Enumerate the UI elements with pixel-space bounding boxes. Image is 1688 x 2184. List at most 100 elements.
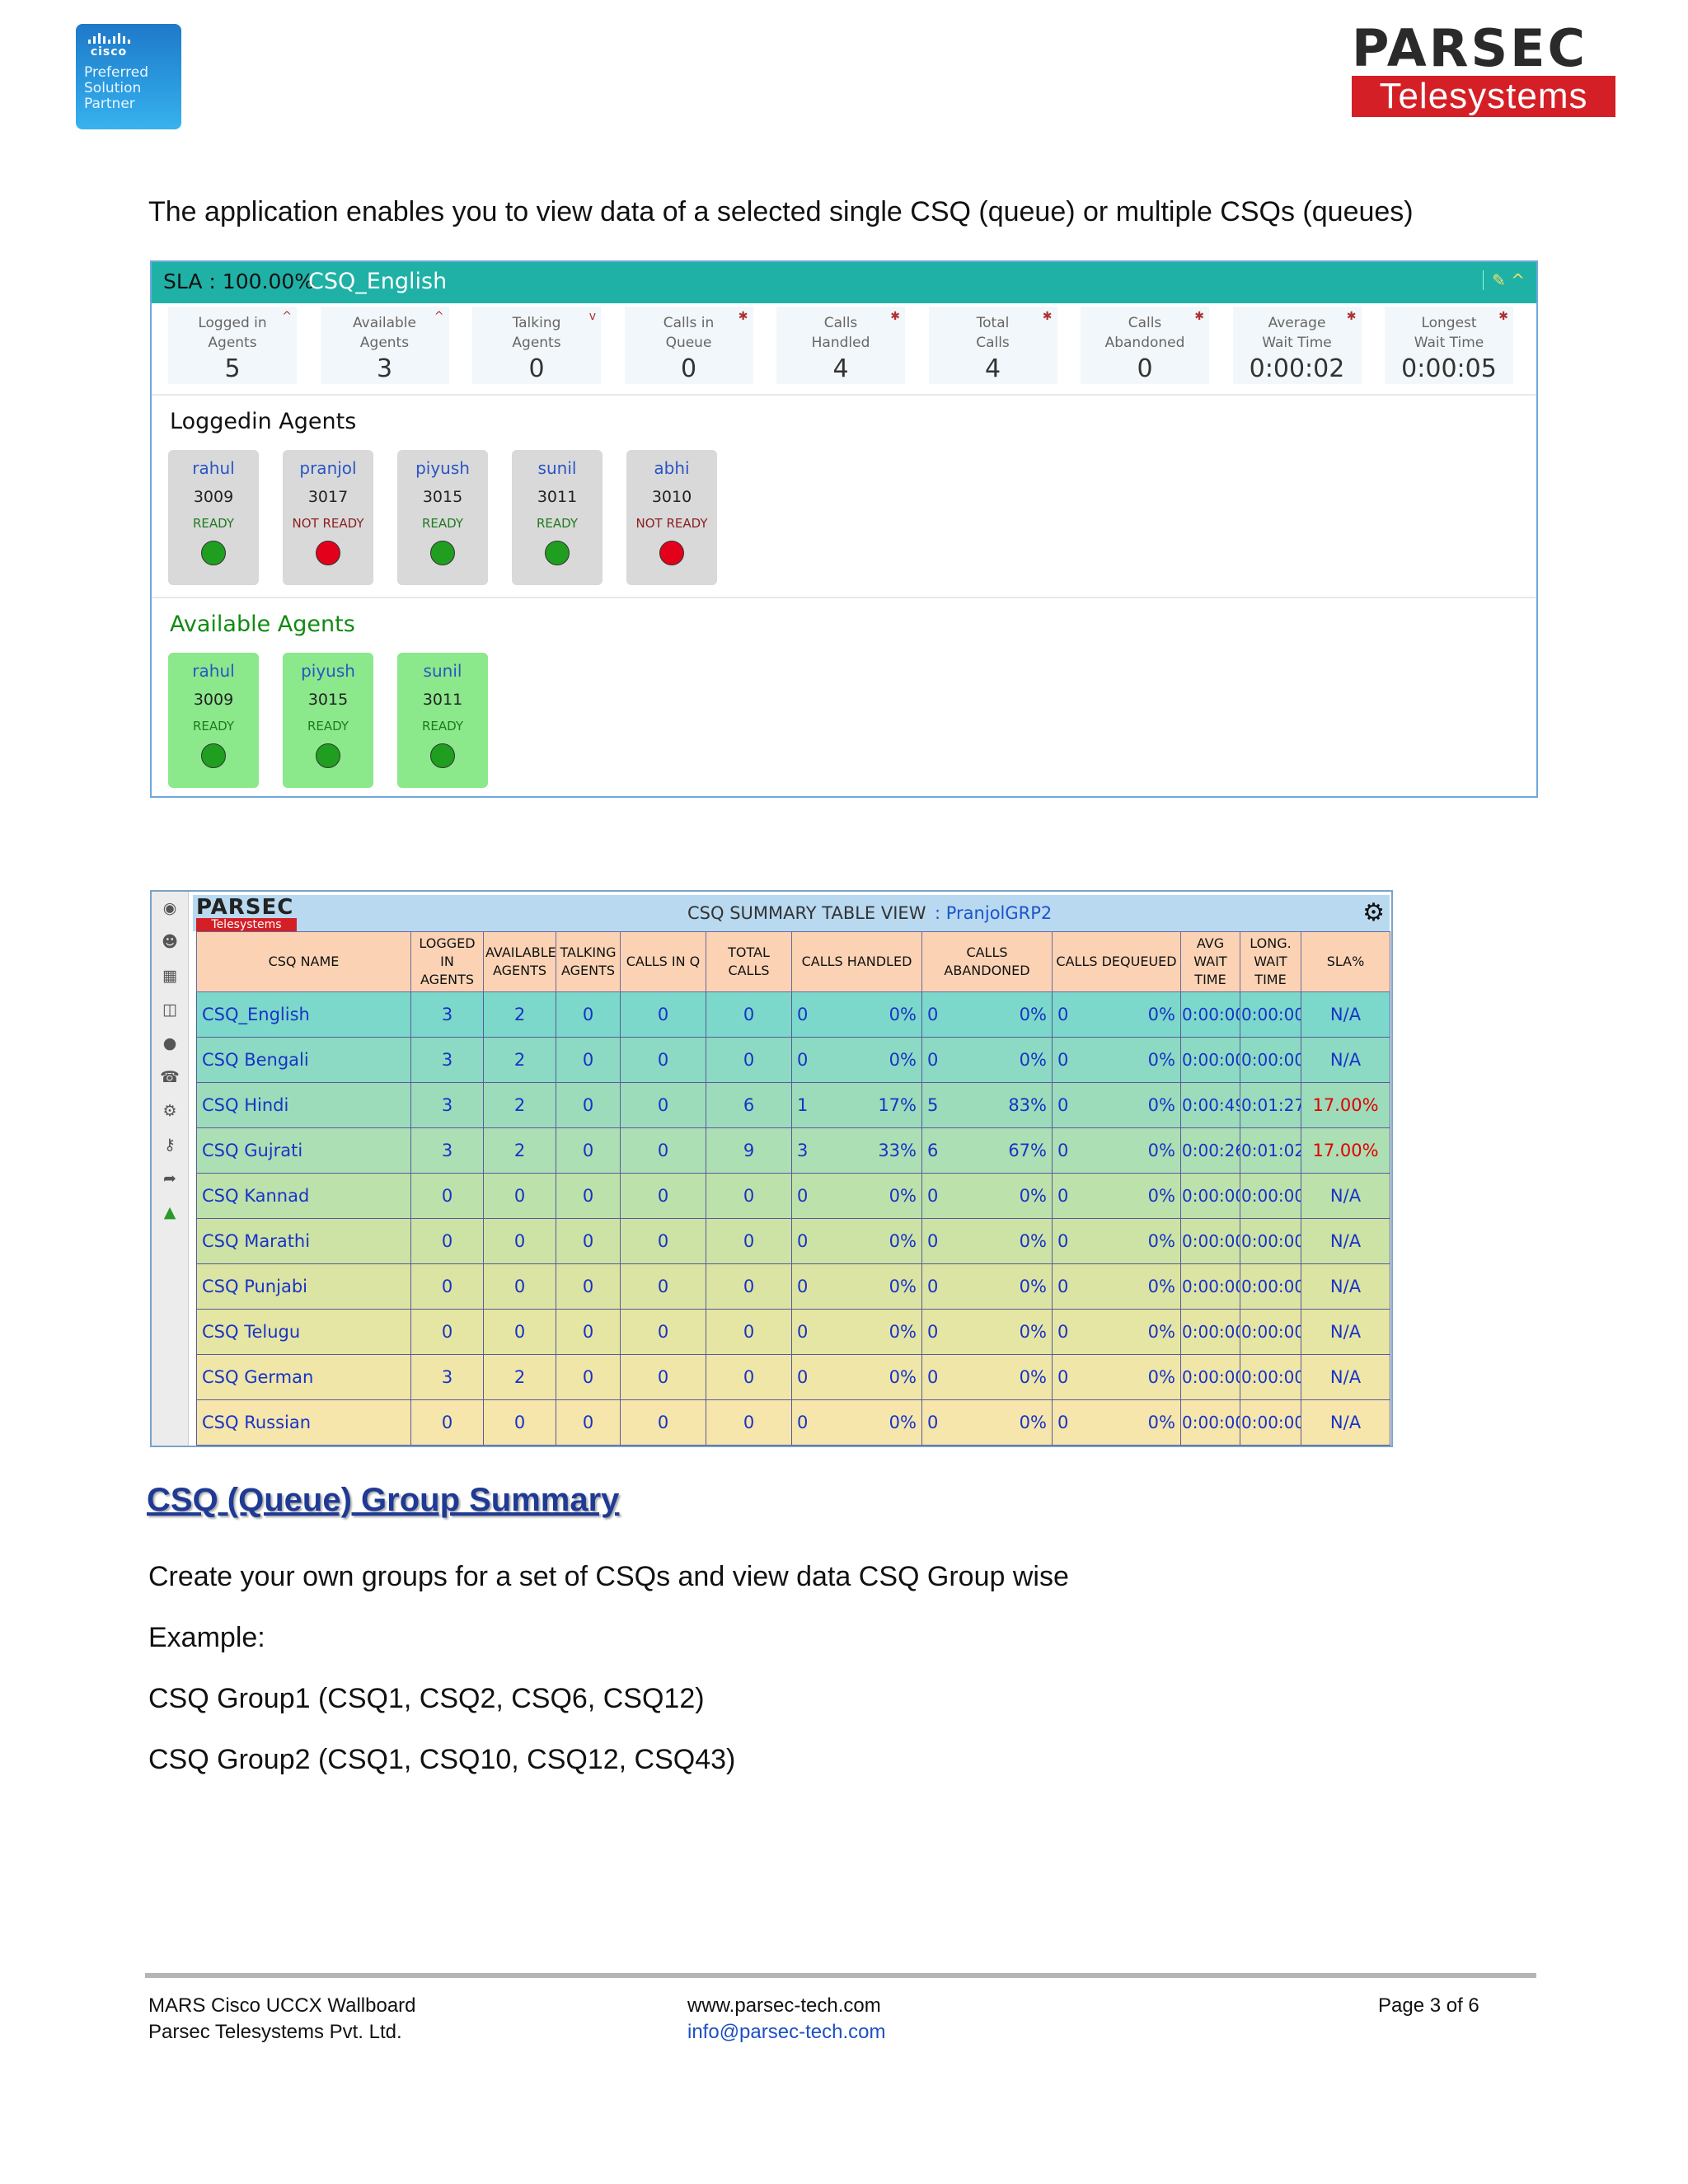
- calls-abandoned-cell-percent: 0%: [1019, 1050, 1047, 1070]
- table-row[interactable]: CSQ Kannad 0 0 0 0 0 0 0% 0 0% 0 0% 0:00:00 0:00:00 N/…: [196, 1173, 1390, 1219]
- column-header[interactable]: CALLS ABANDONED: [921, 931, 1053, 992]
- stat-toggle-icon[interactable]: ✱: [1498, 310, 1508, 323]
- stat-toggle-icon[interactable]: ✱: [1194, 310, 1204, 323]
- agent-extension: 3009: [193, 488, 234, 506]
- csq-name-cell: CSQ German: [196, 1354, 411, 1400]
- calls-in-q-cell: 0: [620, 991, 706, 1038]
- table-row[interactable]: CSQ German 3 2 0 0 0 0 0% 0 0% 0 0% 0:00:00 0:00:00 N/…: [196, 1354, 1390, 1400]
- agent-card[interactable]: piyush 3015 READY: [397, 450, 488, 585]
- agent-state: NOT READY: [292, 516, 364, 531]
- table-icon[interactable]: ▦: [162, 967, 177, 985]
- total-calls-cell: 0: [706, 1309, 792, 1355]
- key-icon[interactable]: ⚷: [164, 1136, 176, 1154]
- sla-cell: N/A: [1301, 1037, 1390, 1083]
- agent-card[interactable]: pranjol 3017 NOT READY: [283, 450, 373, 585]
- user-icon[interactable]: ●: [162, 1034, 177, 1052]
- avg-wait-cell: 0:00:00: [1180, 1263, 1240, 1310]
- column-header[interactable]: LOGGED IN AGENTS: [410, 931, 484, 992]
- status-indicator-icon: [201, 541, 226, 565]
- table-row[interactable]: CSQ_English 3 2 0 0 0 0 0% 0 0% 0 0% 0:00:00 0:00:00 N…: [196, 991, 1390, 1038]
- long-wait-cell: 0:00:00: [1240, 1218, 1301, 1264]
- calls-dequeued-cell-percent: 0%: [1147, 1277, 1175, 1296]
- stat-toggle-icon[interactable]: ✱: [1346, 310, 1357, 323]
- talking-cell: 0: [556, 1127, 621, 1174]
- thumbs-up-icon[interactable]: ▲: [163, 1203, 176, 1221]
- status-indicator-icon: [430, 743, 455, 768]
- table-row[interactable]: CSQ Gujrati 3 2 0 0 9 3 33% 6 67% 0 0% 0:00:26 0:01:0…: [196, 1127, 1390, 1174]
- calls-abandoned-cell: 0 0%: [921, 1173, 1053, 1219]
- agent-state: NOT READY: [635, 516, 708, 531]
- table-row[interactable]: CSQ Marathi 0 0 0 0 0 0 0% 0 0% 0 0% 0:00:00 0:00:00 N…: [196, 1218, 1390, 1264]
- users-icon[interactable]: ☻: [162, 933, 178, 951]
- stat-label: Calls: [976, 335, 1010, 351]
- stat-toggle-icon[interactable]: ✱: [738, 310, 748, 323]
- dashboard-icon[interactable]: ◉: [162, 899, 177, 917]
- stat-toggle-icon[interactable]: ^: [434, 310, 444, 323]
- logout-icon[interactable]: ➦: [163, 1169, 176, 1188]
- column-header[interactable]: AVAILABLE AGENTS: [483, 931, 556, 992]
- total-calls-cell: 0: [706, 1173, 792, 1219]
- column-header[interactable]: AVG WAIT TIME: [1180, 931, 1240, 992]
- talking-cell: 0: [556, 1309, 621, 1355]
- calls-handled-cell-percent: 0%: [889, 1231, 917, 1251]
- column-header[interactable]: TOTAL CALLS: [706, 931, 792, 992]
- column-header[interactable]: CSQ NAME: [196, 931, 411, 992]
- agent-card[interactable]: rahul 3009 READY: [168, 450, 259, 585]
- agent-card[interactable]: rahul 3009 READY: [168, 653, 259, 788]
- column-header[interactable]: CALLS HANDLED: [791, 931, 922, 992]
- stat-label: Agents: [512, 335, 561, 351]
- column-header[interactable]: CALLS IN Q: [620, 931, 706, 992]
- table-row[interactable]: CSQ Telugu 0 0 0 0 0 0 0% 0 0% 0 0% 0:00:00 0:00:00 N/…: [196, 1309, 1390, 1355]
- avg-wait-cell: 0:00:49: [1180, 1082, 1240, 1128]
- table-title: CSQ SUMMARY TABLE VIEW: [687, 903, 926, 923]
- table-row[interactable]: CSQ Hindi 3 2 0 0 6 1 17% 5 83% 0 0% 0:00:49 0:01:27 1…: [196, 1082, 1390, 1128]
- calls-dequeued-cell: 0 0%: [1052, 1399, 1181, 1446]
- stat-value: 0: [1137, 354, 1153, 383]
- collapse-icon[interactable]: ✎ ^: [1483, 270, 1525, 290]
- agent-card[interactable]: sunil 3011 READY: [512, 450, 603, 585]
- sla-cell: N/A: [1301, 1263, 1390, 1310]
- stat-toggle-icon[interactable]: ✱: [1042, 310, 1053, 323]
- calls-abandoned-cell-count: 0: [927, 1277, 939, 1296]
- settings-icon[interactable]: ⚙: [162, 1102, 177, 1120]
- total-calls-cell: 9: [706, 1127, 792, 1174]
- logged-in-cell: 3: [410, 1354, 484, 1400]
- calls-dequeued-cell-percent: 0%: [1147, 1231, 1175, 1251]
- available-cell: 2: [483, 1354, 556, 1400]
- table-row[interactable]: CSQ Punjabi 0 0 0 0 0 0 0% 0 0% 0 0% 0:00:00 0:00:00 N…: [196, 1263, 1390, 1310]
- footer-email[interactable]: info@parsec-tech.com: [687, 2021, 886, 2043]
- column-header[interactable]: TALKING AGENTS: [556, 931, 621, 992]
- panel-icon[interactable]: ◫: [162, 1001, 177, 1019]
- agent-card[interactable]: piyush 3015 READY: [283, 653, 373, 788]
- calls-dequeued-cell: 0 0%: [1052, 1354, 1181, 1400]
- agent-name: sunil: [537, 458, 577, 478]
- table-row[interactable]: CSQ Bengali 3 2 0 0 0 0 0% 0 0% 0 0% 0:00:00 0:00:00 N…: [196, 1037, 1390, 1083]
- stat-value: 4: [984, 354, 1001, 383]
- calls-dequeued-cell: 0 0%: [1052, 1173, 1181, 1219]
- divider: [152, 597, 1536, 598]
- talking-cell: 0: [556, 1082, 621, 1128]
- stat-toggle-icon[interactable]: ✱: [890, 310, 900, 323]
- total-calls-cell: 0: [706, 991, 792, 1038]
- stat-value: 0:00:02: [1249, 354, 1345, 383]
- csq-name-cell: CSQ Hindi: [196, 1082, 411, 1128]
- phone-icon[interactable]: ☎: [160, 1068, 180, 1086]
- calls-dequeued-cell-count: 0: [1057, 1095, 1069, 1115]
- column-header[interactable]: SLA%: [1301, 931, 1390, 992]
- table-row[interactable]: CSQ Russian 0 0 0 0 0 0 0% 0 0% 0 0% 0:00:00 0:00:00 N…: [196, 1399, 1390, 1446]
- footer-website[interactable]: www.parsec-tech.com: [687, 1994, 881, 2017]
- column-header[interactable]: CALLS DEQUEUED: [1052, 931, 1181, 992]
- csq-name-cell: CSQ Telugu: [196, 1309, 411, 1355]
- stat-tile: ✱ Average Wait Time 0:00:02: [1232, 307, 1362, 384]
- stat-toggle-icon[interactable]: ^: [282, 310, 292, 323]
- calls-abandoned-cell-count: 0: [927, 1322, 939, 1342]
- calls-abandoned-cell: 0 0%: [921, 1309, 1053, 1355]
- agent-card[interactable]: sunil 3011 READY: [397, 653, 488, 788]
- agent-card[interactable]: abhi 3010 NOT READY: [626, 450, 717, 585]
- stat-toggle-icon[interactable]: v: [588, 310, 596, 323]
- csq-name-cell: CSQ Bengali: [196, 1037, 411, 1083]
- calls-dequeued-cell-count: 0: [1057, 1050, 1069, 1070]
- column-header[interactable]: LONG. WAIT TIME: [1240, 931, 1301, 992]
- cisco-partner-logo: cisco Preferred Solution Partner: [76, 24, 181, 129]
- gear-icon[interactable]: ⚙: [1362, 898, 1385, 927]
